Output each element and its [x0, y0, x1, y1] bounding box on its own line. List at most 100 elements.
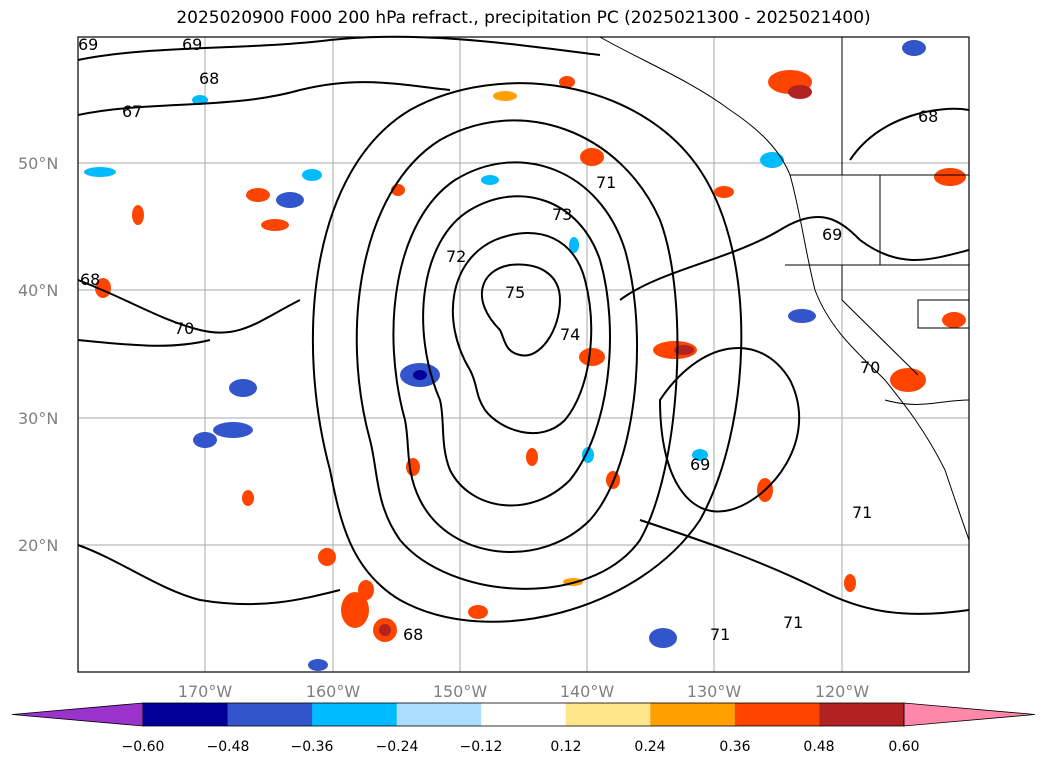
colorbar-segment [481, 703, 567, 726]
precip-blob [341, 592, 369, 628]
contour-southwest [77, 544, 341, 606]
colorbar-segment [227, 703, 313, 726]
precip-blob [481, 175, 499, 185]
precip-blob [649, 628, 677, 648]
colorbar-segment [143, 703, 229, 726]
precip-blob [302, 169, 322, 181]
contour-71 [355, 119, 679, 590]
lat-label: 40°N [18, 281, 58, 300]
colorbar [11, 702, 1036, 727]
precip-blob [934, 168, 966, 186]
contour-label: 74 [560, 325, 580, 344]
contour-71-south [639, 519, 970, 615]
contour-73 [422, 195, 611, 507]
map-background [78, 37, 969, 672]
map-title: 2025020900 F000 200 hPa refract., precip… [176, 8, 871, 28]
colorbar-tick: −0.24 [376, 739, 419, 755]
precip-blob [379, 624, 391, 636]
colorbar-tick: 0.12 [550, 739, 581, 755]
precip-blob [788, 309, 816, 323]
contour-label: 67 [122, 102, 142, 121]
lon-label: 140°W [560, 682, 615, 701]
colorbar-segment [312, 703, 398, 726]
contour-70-west [77, 339, 211, 347]
colorbar-tick: −0.60 [122, 739, 165, 755]
contour-label: 69 [690, 455, 710, 474]
contour-label: 68 [403, 625, 423, 644]
latitude-labels: 50°N 40°N 30°N 20°N [18, 154, 58, 555]
contour-label: 73 [552, 205, 572, 224]
contour-label: 68 [199, 69, 219, 88]
lon-label: 150°W [433, 682, 488, 701]
contour-70 [311, 82, 743, 623]
contour-68-west [77, 279, 301, 334]
lon-label: 160°W [306, 682, 361, 701]
precip-blob [788, 85, 812, 99]
precip-blob [318, 548, 336, 566]
contour-label: 75 [505, 283, 525, 302]
precip-blob [569, 237, 579, 253]
contour-69-northeast [619, 215, 970, 301]
lon-label: 120°W [815, 682, 870, 701]
precip-blob [760, 152, 784, 168]
colorbar-tick: 0.48 [803, 739, 834, 755]
precip-blob [714, 186, 734, 198]
colorbar-tick: 0.60 [888, 739, 919, 755]
precip-blob [84, 167, 116, 177]
precip-blob [468, 605, 488, 619]
contour-68-ne [849, 107, 970, 161]
precip-blob [579, 348, 605, 366]
colorbar-outline [142, 702, 905, 727]
lon-label: 170°W [178, 682, 233, 701]
contour-69-east [658, 346, 801, 513]
precip-blob [844, 574, 856, 592]
precip-blob [132, 205, 144, 225]
contour-label: 71 [783, 613, 803, 632]
contour-label: 68 [80, 270, 100, 289]
colorbar-segment [650, 703, 736, 726]
precip-blob [242, 490, 254, 506]
precip-blob [582, 447, 594, 463]
contour-69-north [77, 35, 601, 61]
precip-blob [902, 40, 926, 56]
longitude-labels: 170°W 160°W 150°W 140°W 130°W 120°W [178, 682, 870, 701]
precip-blob [358, 580, 374, 600]
contour-label: 71 [710, 625, 730, 644]
contour-label: 71 [596, 173, 616, 192]
precip-blob [261, 219, 289, 231]
map-frame [77, 36, 970, 673]
colorbar-segment [565, 703, 651, 726]
contour-label: 71 [852, 503, 872, 522]
contour-74 [451, 232, 593, 435]
lon-label: 130°W [687, 682, 742, 701]
contour-67 [77, 81, 451, 116]
precip-blob [192, 95, 208, 105]
precip-blob [229, 379, 257, 397]
contour-labels: 69 69 68 67 68 71 73 72 75 74 68 70 69 6… [78, 35, 938, 644]
contour-label: 72 [446, 247, 466, 266]
colorbar-extend-right [903, 702, 1036, 727]
colorbar-tick: −0.12 [460, 739, 503, 755]
colorbar-extend-left [11, 702, 144, 727]
coastlines [599, 36, 970, 541]
precip-blob [580, 148, 604, 166]
refractivity-contours [77, 35, 970, 623]
contour-75 [481, 263, 562, 357]
lat-label: 30°N [18, 409, 58, 428]
contour-72 [392, 161, 639, 554]
precip-blob [526, 448, 538, 466]
colorbar-segment [819, 703, 905, 726]
precip-blob [413, 370, 427, 380]
precip-blob [942, 312, 966, 328]
lat-label: 20°N [18, 536, 58, 555]
contour-label: 69 [822, 225, 842, 244]
contour-label: 70 [860, 358, 880, 377]
contour-label: 70 [174, 319, 194, 338]
precip-blob [193, 432, 217, 448]
colorbar-tick: 0.24 [634, 739, 665, 755]
colorbar-tick: 0.36 [719, 739, 750, 755]
contour-label: 68 [918, 107, 938, 126]
contour-label: 69 [78, 35, 98, 54]
precip-blob [246, 188, 270, 202]
